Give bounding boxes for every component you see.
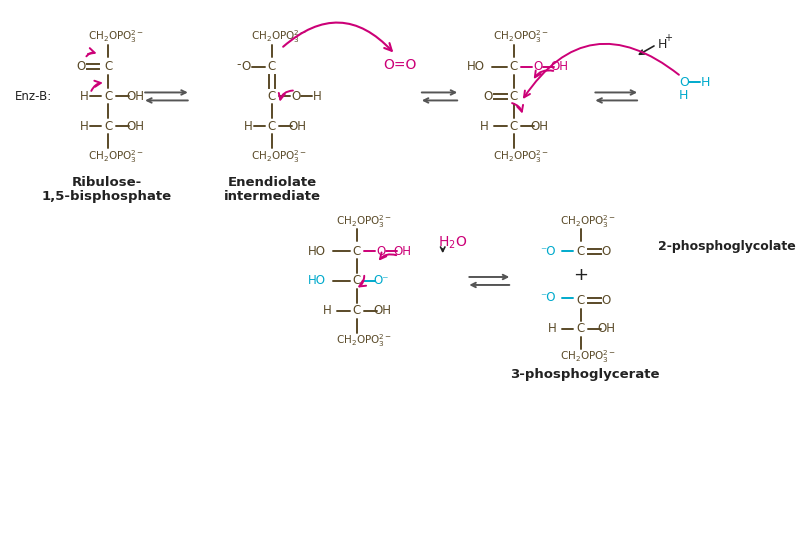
Text: O: O [602,245,611,258]
Text: C: C [104,90,112,103]
Text: C: C [104,60,112,73]
Text: ⁻O: ⁻O [540,292,556,305]
Text: OH: OH [127,90,145,103]
Text: CH$_2$OPO$_3^{2-}$: CH$_2$OPO$_3^{2-}$ [336,213,392,229]
Text: OH: OH [597,322,615,335]
Text: C: C [353,245,361,258]
Text: +: + [573,266,588,284]
Text: 2-phosphoglycolate: 2-phosphoglycolate [659,240,796,253]
Text: H: H [480,120,489,133]
Text: CH$_2$OPO$_3^{2-}$: CH$_2$OPO$_3^{2-}$ [493,148,549,165]
Text: CH$_2$OPO$_3^{2-}$: CH$_2$OPO$_3^{2-}$ [560,348,616,365]
FancyArrowPatch shape [512,103,523,111]
Text: CH$_2$OPO$_3^{2-}$: CH$_2$OPO$_3^{2-}$ [493,28,549,45]
Text: HO: HO [307,245,326,258]
Text: CH$_2$OPO$_3^{2-}$: CH$_2$OPO$_3^{2-}$ [251,28,307,45]
Text: C: C [104,120,112,133]
FancyArrowPatch shape [359,276,366,287]
Text: Ribulose-: Ribulose- [71,176,142,189]
Text: O: O [76,60,86,73]
Text: 3-phosphoglycerate: 3-phosphoglycerate [510,368,660,381]
Text: C: C [353,305,361,317]
Text: intermediate: intermediate [223,189,320,203]
Text: C: C [510,120,518,133]
FancyArrowPatch shape [87,48,95,56]
Text: C: C [268,90,276,103]
Text: O: O [533,60,542,73]
Text: O: O [291,90,300,103]
Text: 1,5-bisphosphate: 1,5-bisphosphate [41,189,172,203]
Text: C: C [353,275,361,288]
Text: OH: OH [551,60,569,73]
Text: H: H [313,90,322,103]
Text: H: H [549,322,557,335]
Text: OH: OH [393,245,412,258]
Text: H: H [659,38,667,51]
Text: H: H [323,305,332,317]
Text: CH$_2$OPO$_3^{2-}$: CH$_2$OPO$_3^{2-}$ [87,28,144,45]
Text: H: H [80,120,89,133]
Text: Enz-B:: Enz-B: [15,90,52,103]
Text: C: C [268,120,276,133]
Text: O: O [242,60,251,73]
Text: OH: OH [374,305,392,317]
Text: C: C [577,322,585,335]
FancyArrowPatch shape [283,22,392,51]
Text: C: C [510,90,518,103]
Text: H: H [80,90,89,103]
FancyArrowPatch shape [524,44,679,97]
Text: O: O [484,90,493,103]
Text: +: + [664,33,672,43]
FancyArrowPatch shape [380,252,396,259]
Text: O: O [376,245,385,258]
FancyArrowPatch shape [91,81,101,91]
Text: H: H [701,76,710,89]
Text: HO: HO [467,60,485,73]
Text: O: O [602,294,611,307]
Text: O⁻: O⁻ [374,275,389,288]
Text: OH: OH [531,120,549,133]
Text: CH$_2$OPO$_3^{2-}$: CH$_2$OPO$_3^{2-}$ [560,213,616,229]
Text: CH$_2$OPO$_3^{2-}$: CH$_2$OPO$_3^{2-}$ [87,148,144,165]
Text: Enendiolate: Enendiolate [227,176,316,189]
FancyArrowPatch shape [535,70,553,78]
Text: H: H [244,120,252,133]
Text: OH: OH [127,120,145,133]
Text: -: - [236,58,240,71]
Text: CH$_2$OPO$_3^{2-}$: CH$_2$OPO$_3^{2-}$ [336,333,392,349]
Text: C: C [577,294,585,307]
Text: O: O [679,76,688,89]
Text: C: C [510,60,518,73]
Text: ⁻O: ⁻O [540,245,556,258]
FancyArrowPatch shape [279,91,293,99]
Text: CH$_2$OPO$_3^{2-}$: CH$_2$OPO$_3^{2-}$ [251,148,307,165]
Text: H: H [679,89,688,102]
Text: HO: HO [307,275,326,288]
Text: C: C [268,60,276,73]
Text: O=O: O=O [383,57,417,72]
Text: C: C [577,245,585,258]
Text: H$_2$O: H$_2$O [438,235,468,251]
Text: OH: OH [289,120,307,133]
